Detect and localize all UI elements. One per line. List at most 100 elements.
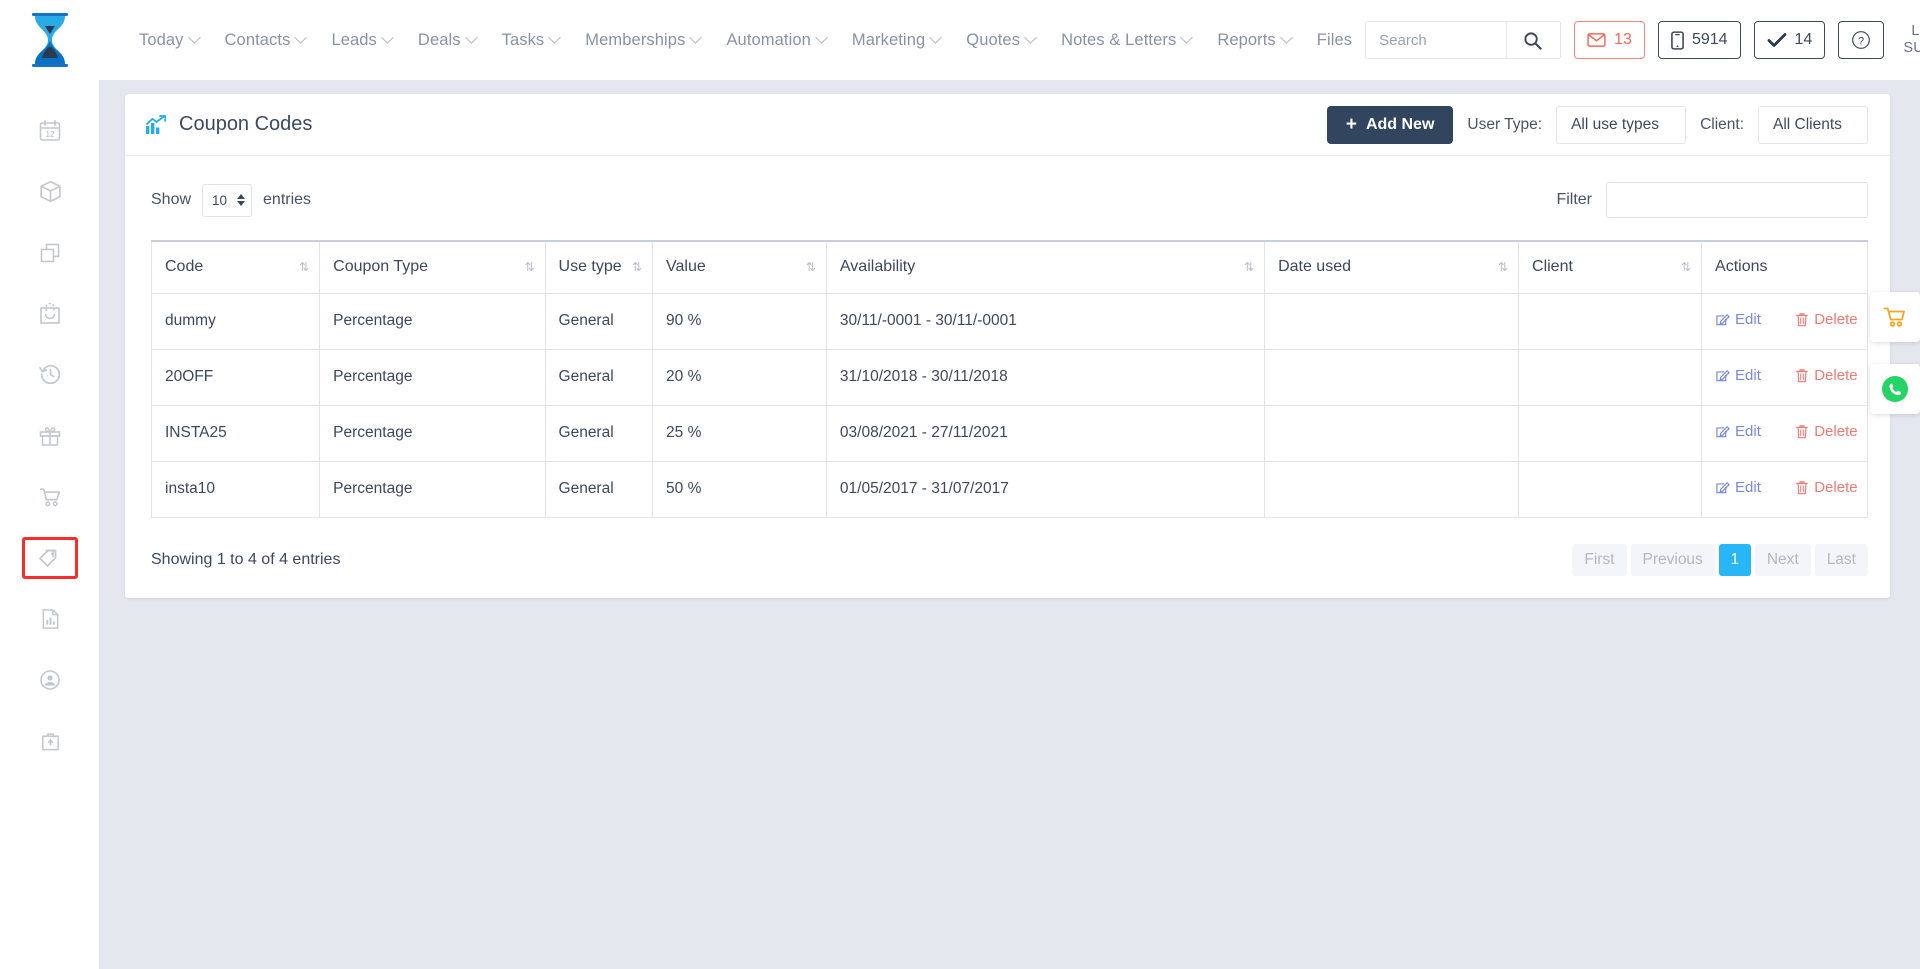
nav-item-deals[interactable]: Deals <box>405 0 489 80</box>
search-icon <box>1524 31 1542 50</box>
edit-icon <box>1716 481 1730 493</box>
column-header-availability[interactable]: Availability ⇅ <box>825 240 1266 294</box>
pagination-last[interactable]: Last <box>1814 543 1868 576</box>
top-navigation-bar: Today Contacts Leads Deals Tasks Members… <box>0 0 1920 80</box>
chevron-down-icon <box>1024 30 1037 44</box>
user-type-select[interactable]: All use types <box>1556 105 1687 144</box>
nav-item-tasks[interactable]: Tasks <box>489 0 573 80</box>
check-icon <box>1767 33 1786 47</box>
cell-actions: Edit Delete <box>1701 348 1868 406</box>
delete-button[interactable]: Delete <box>1795 479 1858 496</box>
delete-button[interactable]: Delete <box>1795 311 1858 328</box>
app-logo[interactable] <box>0 0 100 80</box>
pagination-page-1[interactable]: 1 <box>1718 543 1751 576</box>
search-button[interactable] <box>1506 22 1558 58</box>
cell-availability: 30/11/-0001 - 30/11/-0001 <box>825 292 1266 350</box>
cell-actions: Edit Delete <box>1701 404 1868 462</box>
main-content: Coupon Codes + Add New User Type: All us… <box>100 80 1920 969</box>
pagination-next[interactable]: Next <box>1754 543 1811 576</box>
table-row: 20OFF Percentage General 20 % 31/10/2018… <box>150 348 1868 406</box>
question-icon: ? <box>1852 31 1871 49</box>
sidebar-item-orders[interactable] <box>0 466 100 527</box>
sidebar-item-security[interactable] <box>0 710 100 771</box>
nav-item-automation[interactable]: Automation <box>713 0 838 80</box>
cell-coupon-type: Percentage <box>319 460 546 518</box>
tasks-count: 14 <box>1794 31 1813 48</box>
edit-button[interactable]: Edit <box>1715 311 1761 328</box>
column-label: Availability <box>839 258 916 276</box>
edit-button[interactable]: Edit <box>1715 423 1761 440</box>
delete-button[interactable]: Delete <box>1795 423 1858 440</box>
nav-item-files[interactable]: Files <box>1304 0 1365 80</box>
cell-date-used <box>1264 348 1520 406</box>
column-header-client[interactable]: Client ⇅ <box>1518 240 1703 294</box>
nav-item-marketing[interactable]: Marketing <box>839 0 953 80</box>
entries-per-page-select[interactable]: 10 <box>202 183 253 217</box>
nav-item-notes-and-letters[interactable]: Notes & Letters <box>1048 0 1204 80</box>
edit-button[interactable]: Edit <box>1715 479 1761 496</box>
cell-coupon-type: Percentage <box>319 348 546 406</box>
nav-label: Notes & Letters <box>1061 30 1177 49</box>
messages-badge-button[interactable]: 13 <box>1574 21 1645 59</box>
entries-label: entries <box>263 191 312 208</box>
pagination-first[interactable]: First <box>1572 543 1627 576</box>
sidebar-item-reports[interactable] <box>0 588 100 649</box>
column-header-code[interactable]: Code ⇅ <box>150 240 321 294</box>
cell-coupon-type: Percentage <box>319 404 546 462</box>
sidebar-item-history[interactable] <box>0 344 100 405</box>
sidebar-item-calendar[interactable]: 12 <box>0 100 100 161</box>
user-circle-icon <box>40 669 60 690</box>
sidebar-item-account[interactable] <box>0 649 100 710</box>
messages-count: 13 <box>1614 31 1632 48</box>
sms-badge-button[interactable]: 5914 <box>1657 21 1741 59</box>
table-row: dummy Percentage General 90 % 30/11/-000… <box>150 292 1868 350</box>
chevron-down-icon <box>929 30 943 44</box>
floating-whatsapp-button[interactable] <box>1870 364 1920 414</box>
help-button[interactable]: ? <box>1838 21 1885 59</box>
column-header-date-used[interactable]: Date used ⇅ <box>1264 240 1520 294</box>
sidebar-item-products[interactable] <box>0 161 100 222</box>
add-new-button[interactable]: + Add New <box>1326 105 1454 144</box>
pagination-previous[interactable]: Previous <box>1630 543 1715 576</box>
sort-icon: ⇅ <box>805 260 816 275</box>
delete-button[interactable]: Delete <box>1795 367 1858 384</box>
cell-date-used <box>1264 460 1520 518</box>
user-menu[interactable]: LONDON SUPPORT <box>1903 19 1920 61</box>
sort-icon: ⇅ <box>1244 260 1254 275</box>
column-label: Date used <box>1278 258 1351 276</box>
table-row: INSTA25 Percentage General 25 % 03/08/20… <box>150 404 1868 462</box>
cell-value: 20 % <box>652 348 827 406</box>
nav-item-today[interactable]: Today <box>126 0 212 80</box>
sidebar-item-bundles[interactable] <box>0 222 100 283</box>
filter-control: Filter <box>1556 182 1868 218</box>
hourglass-logo-icon <box>32 13 68 67</box>
floating-cart-button[interactable] <box>1870 292 1920 342</box>
chevron-down-icon <box>689 30 703 44</box>
sort-icon: ⇅ <box>524 260 534 275</box>
sidebar-item-store[interactable] <box>0 283 100 344</box>
nav-label: Today <box>139 30 184 49</box>
sort-icon: ⇅ <box>299 260 309 275</box>
nav-item-quotes[interactable]: Quotes <box>953 0 1048 80</box>
column-header-use-type[interactable]: Use type ⇅ <box>544 240 654 294</box>
search-input[interactable] <box>1366 31 1507 49</box>
nav-item-reports[interactable]: Reports <box>1204 0 1303 80</box>
filter-input[interactable] <box>1606 182 1868 218</box>
client-value: All Clients <box>1773 115 1842 133</box>
nav-item-leads[interactable]: Leads <box>318 0 404 80</box>
edit-icon <box>1716 313 1730 325</box>
cell-coupon-type: Percentage <box>319 292 546 350</box>
edit-button[interactable]: Edit <box>1715 367 1761 384</box>
column-header-coupon-type[interactable]: Coupon Type ⇅ <box>319 240 546 294</box>
nav-item-memberships[interactable]: Memberships <box>572 0 713 80</box>
client-select[interactable]: All Clients <box>1758 105 1868 144</box>
tasks-badge-button[interactable]: 14 <box>1753 21 1826 59</box>
column-header-value[interactable]: Value ⇅ <box>652 240 827 294</box>
nav-item-contacts[interactable]: Contacts <box>212 0 319 80</box>
whatsapp-icon <box>1882 376 1908 402</box>
sidebar-item-gift-vouchers[interactable] <box>0 405 100 466</box>
coupon-codes-card: Coupon Codes + Add New User Type: All us… <box>125 94 1890 598</box>
sidebar-item-coupon-codes[interactable] <box>0 527 100 588</box>
cell-use-type: General <box>544 292 654 350</box>
edit-label: Edit <box>1735 478 1761 496</box>
